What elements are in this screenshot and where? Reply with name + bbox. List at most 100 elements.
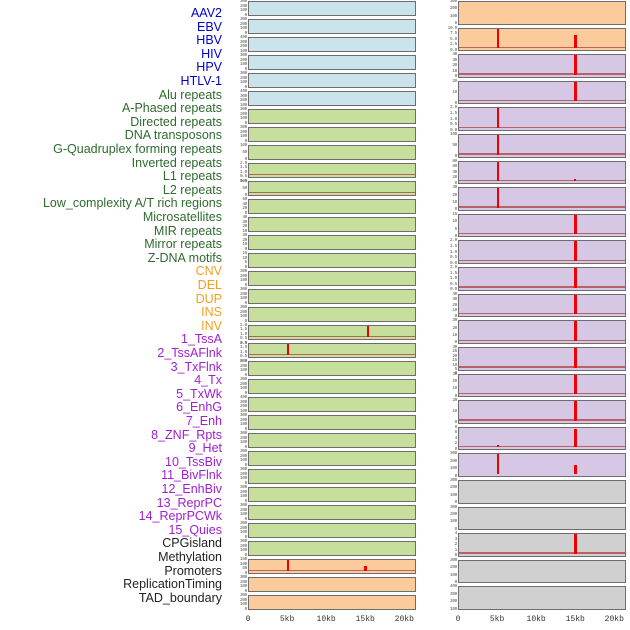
y-tick-label: 0 — [244, 30, 248, 36]
y-tick-label: 0 — [244, 12, 248, 18]
track-label: Alu repeats — [158, 87, 222, 102]
track-row: 2.0 1.5 1.0 0.5 0.0 — [436, 239, 626, 266]
y-tick-stack: 300 200 100 0 — [437, 0, 457, 27]
track-row: 300 200 100 0 — [436, 0, 626, 27]
y-axis: 400 300 200 100 — [226, 35, 248, 54]
track-plot-area — [458, 479, 626, 504]
track-row: 300 200 100 0 — [226, 431, 416, 450]
y-tick-stack: 300 200 100 0 — [227, 377, 248, 396]
track-plot-area — [248, 595, 416, 610]
y-tick-label: 0 — [454, 101, 458, 106]
track-plot-area — [458, 400, 626, 424]
y-axis: 2.0 1.5 1.0 0.5 0.0 — [436, 239, 458, 266]
y-tick-label: 1 — [454, 547, 458, 553]
y-tick-label: 10 — [452, 219, 457, 225]
y-tick-stack: 10.0 7.5 5.0 2.5 0.0 — [437, 26, 458, 54]
y-tick-label: 0 — [244, 480, 248, 486]
track-plot-area — [248, 361, 416, 376]
y-tick-label: 100 — [239, 62, 247, 68]
y-tick-label: 20 — [452, 302, 457, 308]
y-tick-label: 20 — [452, 325, 457, 331]
y-tick-label: 0 — [244, 318, 248, 324]
y-tick-label: 30 — [452, 185, 457, 191]
track-plot-area — [248, 163, 416, 178]
y-axis: 300 200 100 0 — [226, 377, 248, 396]
y-tick-stack: 300 200 100 0 — [227, 359, 247, 378]
track-label: Z-DNA motifs — [147, 250, 222, 265]
y-tick-label: 300 — [239, 269, 247, 274]
y-axis: 100 50 0 — [226, 143, 248, 162]
track-row: 100 50 0 — [226, 143, 416, 162]
x-tick-label: 20kb — [604, 615, 624, 624]
track-plot-area — [458, 27, 626, 52]
y-tick-label: 200 — [239, 273, 247, 279]
y-axis: 40 30 20 10 — [226, 215, 248, 234]
track-label: Microsatellites — [142, 210, 222, 224]
y-tick-label: 0 — [454, 393, 458, 399]
y-tick-label: 0 — [454, 420, 458, 426]
y-tick-stack: 300 200 100 0 — [227, 53, 247, 72]
y-tick-label: 300 — [239, 359, 247, 364]
y-axis: 300 200 100 0 — [436, 451, 458, 479]
data-spike — [496, 28, 500, 49]
y-tick-label: 6 — [454, 430, 458, 436]
y-tick-label: 300 — [239, 0, 247, 4]
y-tick-stack: 300 200 100 0 — [227, 305, 248, 324]
track-plot-area — [248, 1, 416, 16]
y-tick-label: 80 — [452, 158, 457, 164]
y-tick-label: 15 — [452, 211, 457, 217]
y-tick-label: 300 — [239, 485, 247, 490]
y-axis: 80 60 40 20 0 — [436, 158, 458, 187]
baseline — [249, 173, 415, 175]
y-tick-label: 300 — [239, 539, 247, 544]
y-tick-label: 100 — [239, 179, 247, 184]
track-row: 300 200 100 0 — [226, 71, 416, 90]
y-tick-label: 1.0 — [239, 169, 247, 175]
y-tick-stack: 100 50 0 — [227, 179, 247, 198]
y-tick-stack: 2.0 1.5 1.0 0.5 0.0 — [437, 239, 457, 266]
y-axis: 15 10 5 0 — [226, 251, 248, 270]
y-axis: 300 200 100 0 — [226, 503, 248, 522]
track-label: Promoters — [164, 563, 222, 578]
x-tick-label: 15kb — [355, 615, 375, 624]
y-tick-label: 300 — [239, 377, 247, 382]
track-plot-area — [248, 559, 416, 574]
track-plot-area — [248, 469, 416, 484]
track-label: 1_TssA — [181, 332, 222, 347]
y-axis: 2.0 1.5 1.0 0.5 0.0 — [226, 341, 248, 363]
y-tick-stack: 300 200 100 0 — [227, 521, 247, 540]
track-plot-area — [458, 267, 626, 291]
y-tick-stack: 300 200 100 0 — [227, 0, 247, 18]
y-tick-label: 0 — [244, 588, 248, 594]
y-axis: 300 200 100 0 — [226, 359, 248, 378]
track-plot-area — [248, 451, 416, 466]
y-tick-label: 60 — [452, 164, 457, 170]
y-tick-label: 50 — [242, 566, 247, 572]
track-label: 5_TxWk — [176, 386, 222, 401]
y-axis: 300 200 100 0 — [226, 575, 248, 594]
baseline — [459, 233, 625, 235]
y-tick-label: 1.0 — [449, 276, 457, 282]
track-plot-area — [248, 55, 416, 70]
y-axis: 400 300 200 100 — [226, 89, 248, 108]
y-tick-label: 20 — [242, 224, 247, 230]
baseline — [459, 339, 625, 341]
track-row: 300 200 100 0 — [226, 449, 416, 468]
y-tick-stack: 40 30 20 10 0 — [437, 52, 457, 80]
y-tick-label: 100 — [239, 278, 247, 284]
y-tick-label: 100 — [239, 296, 247, 302]
track-plot-area — [248, 73, 416, 88]
baseline — [459, 100, 625, 102]
y-tick-label: 100 — [449, 492, 457, 498]
y-tick-label: 0.5 — [449, 281, 457, 287]
track-row: 300 200 100 0 — [436, 451, 626, 479]
track-label: 10_TssBiv — [165, 454, 222, 469]
y-tick-label: 200 — [449, 6, 457, 12]
y-axis: 300 200 100 0 — [226, 107, 248, 126]
y-axis: 300 200 100 0 — [226, 71, 248, 90]
track-row: 2.0 1.5 1.0 0.5 0.0 — [436, 105, 626, 133]
y-tick-label: 0 — [244, 390, 248, 396]
y-tick-label: 40 — [452, 169, 457, 175]
y-tick-label: 10 — [452, 89, 457, 95]
x-tick-label: 15kb — [565, 615, 585, 624]
